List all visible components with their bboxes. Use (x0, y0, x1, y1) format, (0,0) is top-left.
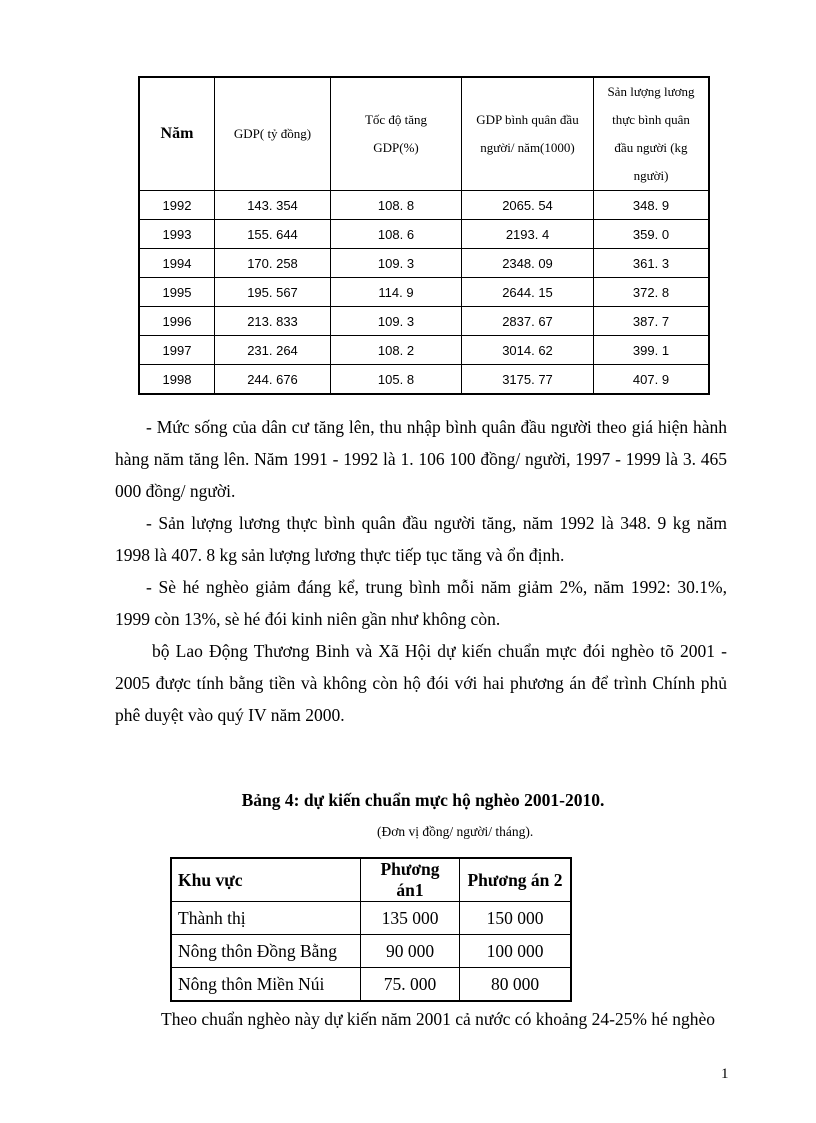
table-cell: 2644. 15 (461, 277, 594, 307)
table-cell: 108. 6 (330, 219, 462, 249)
table-cell: 361. 3 (593, 248, 710, 278)
table-header-row: Năm GDP( tỷ đồng) Tốc độ tăng GDP(%) GDP… (138, 76, 710, 191)
table-cell: 109. 3 (330, 248, 462, 278)
table-cell: Nông thôn Miền Núi (170, 967, 361, 1002)
table-cell: 359. 0 (593, 219, 710, 249)
column-header: Phương án 2 (459, 857, 572, 902)
poverty-standard-table: Khu vực Phương án1 Phương án 2 Thành thị… (170, 857, 572, 1002)
table-cell: 195. 567 (214, 277, 331, 307)
gdp-table: Năm GDP( tỷ đồng) Tốc độ tăng GDP(%) GDP… (138, 76, 710, 395)
table-cell: 1995 (138, 277, 215, 307)
table-cell: 1993 (138, 219, 215, 249)
paragraph-poverty-decline: - Sè hé nghèo giảm đáng kể, trung bình m… (115, 577, 727, 629)
table-header-row: Khu vực Phương án1 Phương án 2 (170, 857, 572, 902)
column-header: Năm (138, 76, 215, 191)
table-cell: 100 000 (459, 934, 572, 968)
table-cell: 231. 264 (214, 335, 331, 365)
table-cell: 399. 1 (593, 335, 710, 365)
table-cell: 2065. 54 (461, 190, 594, 220)
table-cell: 3014. 62 (461, 335, 594, 365)
table-cell: 387. 7 (593, 306, 710, 336)
column-header: GDP( tỷ đồng) (214, 76, 331, 191)
table-row: 1994 170. 258 109. 3 2348. 09 361. 3 (138, 248, 710, 278)
column-header: Tốc độ tăng GDP(%) (330, 76, 462, 191)
column-header: Sản lượng lương thực bình quân đầu người… (593, 76, 710, 191)
table-cell: 1994 (138, 248, 215, 278)
table-cell: 108. 8 (330, 190, 462, 220)
table-cell: 2348. 09 (461, 248, 594, 278)
table-cell: 3175. 77 (461, 364, 594, 395)
table-row: 1997 231. 264 108. 2 3014. 62 399. 1 (138, 335, 710, 365)
table-cell: 108. 2 (330, 335, 462, 365)
table-cell: 90 000 (360, 934, 460, 968)
table-caption: Bảng 4: dự kiến chuẩn mực hộ nghèo 2001-… (241, 790, 605, 810)
paragraph-closing: Theo chuẩn nghèo này dự kiến năm 2001 cả… (161, 1009, 716, 1029)
table-cell: 348. 9 (593, 190, 710, 220)
column-header: GDP bình quân đầu người/ năm(1000) (461, 76, 594, 191)
table-cell: 143. 354 (214, 190, 331, 220)
paragraph-food-output: - Sản lượng lương thực bình quân đầu ngư… (115, 513, 727, 565)
table-row: 1995 195. 567 114. 9 2644. 15 372. 8 (138, 277, 710, 307)
table-row: Nông thôn Đồng Bằng 90 000 100 000 (170, 934, 572, 968)
table-row: Nông thôn Miền Núi 75. 000 80 000 (170, 967, 572, 1002)
table-cell: 2837. 67 (461, 306, 594, 336)
table-cell: 155. 644 (214, 219, 331, 249)
table-cell: 1992 (138, 190, 215, 220)
table-row: 1992 143. 354 108. 8 2065. 54 348. 9 (138, 190, 710, 220)
table-row: 1996 213. 833 109. 3 2837. 67 387. 7 (138, 306, 710, 336)
table-cell: 1997 (138, 335, 215, 365)
table-cell: 244. 676 (214, 364, 331, 395)
table-cell: 135 000 (360, 901, 460, 935)
table-cell: 1996 (138, 306, 215, 336)
table-cell: 213. 833 (214, 306, 331, 336)
table-row: 1993 155. 644 108. 6 2193. 4 359. 0 (138, 219, 710, 249)
table-cell: 170. 258 (214, 248, 331, 278)
table-cell: 2193. 4 (461, 219, 594, 249)
table-row: 1998 244. 676 105. 8 3175. 77 407. 9 (138, 364, 710, 395)
table-cell: 407. 9 (593, 364, 710, 395)
table-cell: 372. 8 (593, 277, 710, 307)
table-row: Thành thị 135 000 150 000 (170, 901, 572, 935)
paragraph-living-standard: - Mức sống của dân cư tăng lên, thu nhập… (115, 417, 727, 501)
table-cell: Nông thôn Đồng Bằng (170, 934, 361, 968)
table-cell: 75. 000 (360, 967, 460, 1002)
column-header: Phương án1 (360, 857, 460, 902)
unit-note: (Đơn vị đồng/ người/ tháng). (377, 824, 534, 839)
column-header: Khu vực (170, 857, 361, 902)
page-number: 1 (721, 1066, 729, 1082)
table-cell: 109. 3 (330, 306, 462, 336)
table-cell: 105. 8 (330, 364, 462, 395)
paragraph-ministry-plan: bộ Lao Động Thương Binh và Xã Hội dự kiế… (115, 641, 727, 725)
table-cell: Thành thị (170, 901, 361, 935)
table-cell: 1998 (138, 364, 215, 395)
table-cell: 80 000 (459, 967, 572, 1002)
table-cell: 114. 9 (330, 277, 462, 307)
table-cell: 150 000 (459, 901, 572, 935)
